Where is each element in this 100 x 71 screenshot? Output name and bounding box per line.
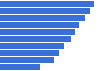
Bar [0, 22, 79, 28]
Bar [0, 1, 94, 7]
Bar [0, 8, 90, 14]
Bar [0, 15, 85, 21]
Bar [0, 36, 71, 42]
Bar [0, 29, 75, 35]
Bar [0, 64, 40, 70]
Bar [0, 43, 64, 49]
Bar [0, 50, 59, 56]
Bar [0, 57, 55, 63]
